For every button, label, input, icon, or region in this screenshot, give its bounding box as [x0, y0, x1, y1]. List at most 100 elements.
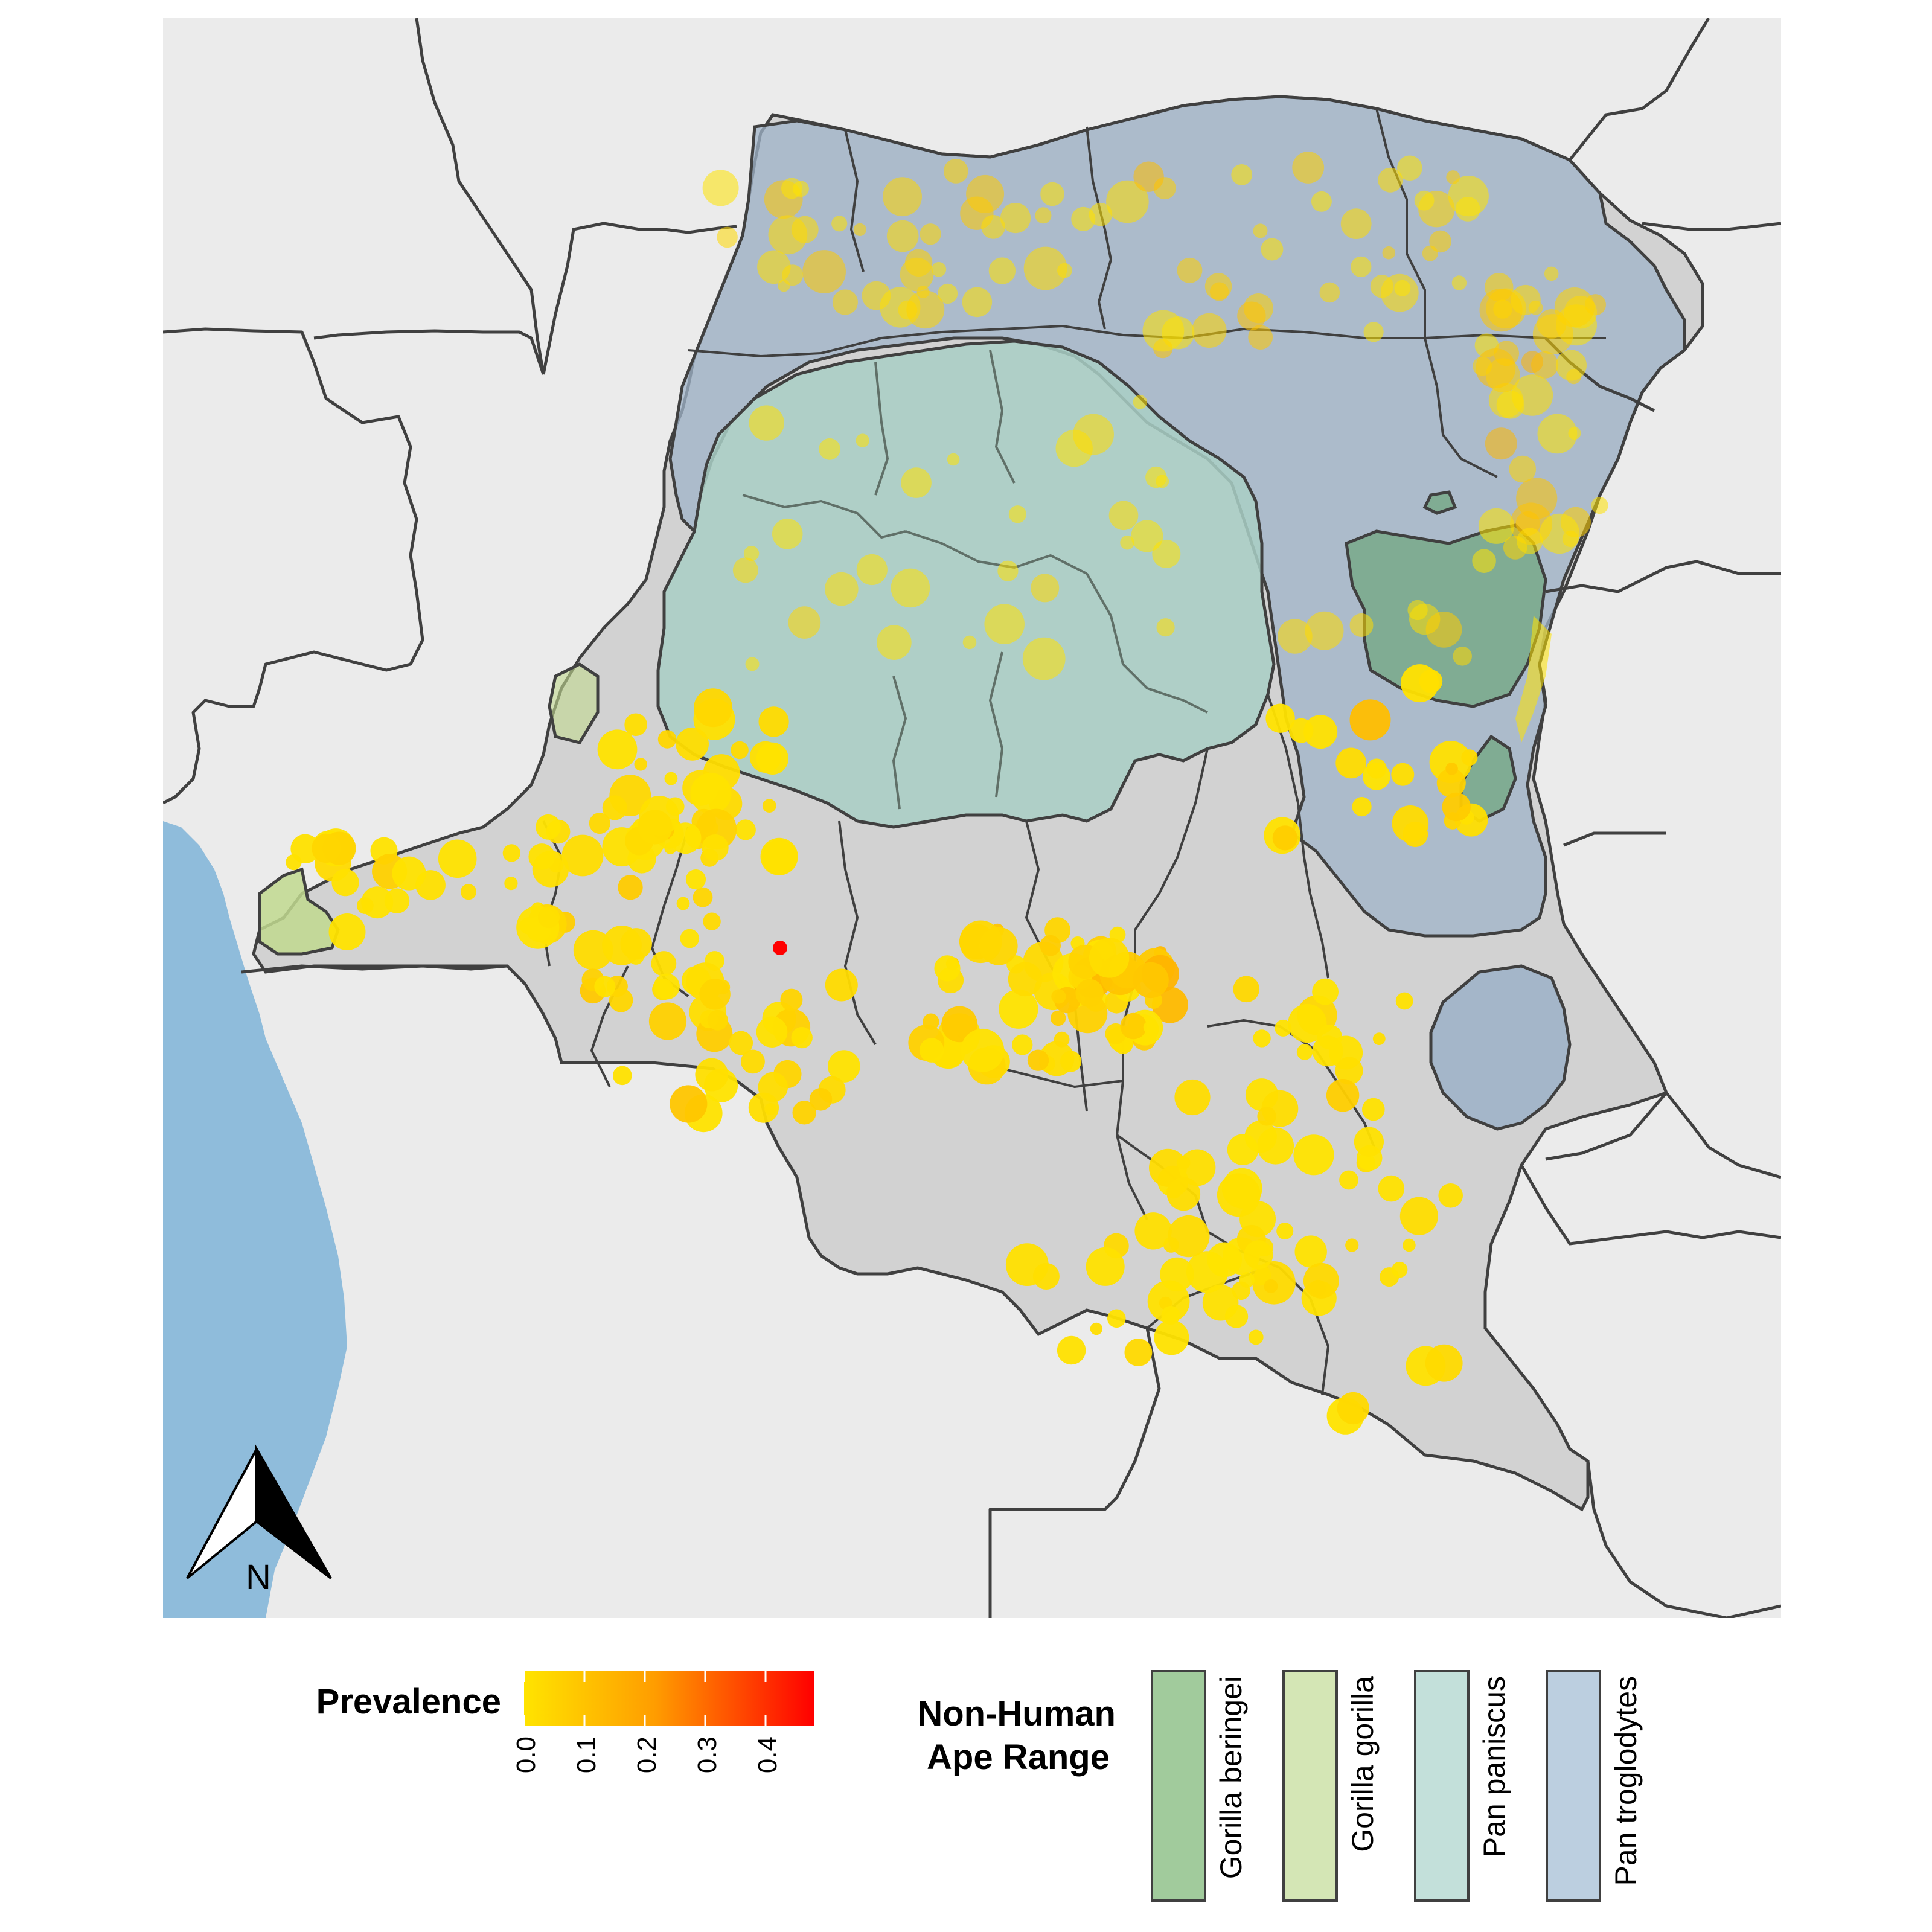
- prevalence-point: [657, 730, 677, 749]
- prevalence-point: [694, 688, 733, 728]
- prevalence-point: [1231, 164, 1253, 185]
- prevalence-point: [1257, 1127, 1294, 1165]
- paniscus-province-borders: [742, 350, 1208, 810]
- prevalence-point: [1276, 1223, 1294, 1240]
- prevalence-point: [1485, 358, 1520, 392]
- prevalence-point: [328, 913, 366, 950]
- ape-legend-swatch: [1546, 1670, 1601, 1902]
- prevalence-point: [1133, 395, 1147, 409]
- prevalence-point: [1352, 797, 1372, 817]
- prevalence-point: [624, 713, 647, 737]
- prevalence-point: [664, 772, 678, 785]
- prevalence-point: [1394, 280, 1411, 296]
- prevalence-point: [901, 467, 932, 498]
- prevalence-point: [756, 1016, 788, 1048]
- prevalence-point: [1012, 1034, 1033, 1055]
- prevalence-point: [1521, 351, 1544, 373]
- prevalence-point: [1399, 1197, 1438, 1235]
- ape-legend-label: Gorilla beringei: [1214, 1676, 1248, 1879]
- prevalence-point: [1032, 1263, 1060, 1290]
- prevalence-point: [613, 1066, 632, 1086]
- prevalence-point: [1312, 978, 1339, 1005]
- prevalence-colorbar: [524, 1671, 814, 1726]
- prevalence-point: [1337, 1392, 1369, 1425]
- prevalence-point: [1227, 1134, 1259, 1165]
- prevalence-point: [1555, 350, 1587, 381]
- prevalence-point: [853, 223, 866, 236]
- prevalence-point: [735, 819, 756, 840]
- prevalence-point: [1378, 1175, 1405, 1202]
- prevalence-point: [906, 290, 945, 329]
- prevalence-point: [1429, 230, 1451, 253]
- range-pan-troglodytes-south: [1429, 964, 1572, 1131]
- ape-legend-title-line2: Ape Range: [927, 1738, 1110, 1777]
- prevalence-point: [1349, 699, 1391, 741]
- prevalence-point: [1438, 1183, 1463, 1208]
- prevalence-point: [1131, 520, 1163, 552]
- ape-legend-title-line1: Non-Human: [917, 1694, 1116, 1733]
- ape-legend-items: Gorilla beringei Gorilla gorilla Pan panis…: [1151, 1670, 1643, 1902]
- prevalence-point: [1039, 1041, 1075, 1076]
- prevalence-point: [981, 215, 1005, 239]
- prevalence-point: [1382, 246, 1396, 260]
- prevalence-point: [941, 1006, 978, 1043]
- prevalence-point: [962, 635, 977, 650]
- prevalence-point: [594, 976, 616, 997]
- prevalence-point: [1257, 1107, 1276, 1126]
- prevalence-point: [1335, 1057, 1363, 1085]
- prevalence-point: [1319, 282, 1340, 303]
- prevalence-point: [1425, 612, 1462, 648]
- prevalence-point: [1591, 497, 1608, 514]
- prevalence-point: [1027, 1049, 1049, 1071]
- prevalence-point: [741, 1049, 765, 1074]
- prevalence-point: [702, 170, 739, 206]
- prevalence-point: [828, 1050, 860, 1083]
- north-arrow: N: [186, 1444, 332, 1597]
- prevalence-point: [1275, 1019, 1292, 1037]
- prevalence-point: [931, 262, 947, 277]
- prevalence-point: [961, 1028, 1005, 1072]
- prevalence-point: [1217, 1173, 1261, 1217]
- prevalence-point: [1509, 455, 1537, 483]
- country-borders: [163, 18, 1781, 1618]
- prevalence-point: [602, 795, 627, 820]
- prevalence-point: [1124, 1339, 1153, 1366]
- prevalence-point: [856, 433, 869, 447]
- prevalence-point: [856, 554, 888, 586]
- prevalence-point: [1391, 763, 1415, 786]
- prevalence-point: [1152, 539, 1181, 568]
- prevalence-point: [1000, 203, 1031, 234]
- prevalence-point: [695, 1058, 729, 1092]
- prevalence-point: [1107, 1309, 1126, 1328]
- prevalence-point: [1166, 1177, 1201, 1211]
- prevalence-point: [1089, 202, 1113, 226]
- prevalence-point: [1453, 647, 1472, 666]
- prevalence-point: [1168, 1215, 1210, 1258]
- prevalence-point: [1253, 223, 1268, 238]
- prevalence-point: [745, 657, 760, 671]
- prevalence-point: [1349, 613, 1374, 637]
- prevalence-point: [1244, 1240, 1273, 1270]
- prevalence-point: [1288, 1003, 1327, 1043]
- prevalence-point: [1073, 414, 1114, 455]
- prevalence-legend: Prevalence 0.0 0.1 0.2 0.3 0.4: [316, 1671, 814, 1773]
- prevalence-point: [1448, 176, 1489, 217]
- prevalence-point: [732, 557, 758, 583]
- prevalence-point: [825, 968, 858, 1002]
- prevalence-point: [1089, 938, 1130, 978]
- prevalence-point: [1253, 1029, 1271, 1048]
- prevalence-point: [792, 1101, 816, 1125]
- prevalence-point: [1414, 190, 1435, 211]
- prevalence-point: [1051, 1010, 1066, 1026]
- prevalence-point: [919, 1038, 944, 1063]
- prevalence-point: [561, 834, 604, 877]
- prevalence-point: [762, 799, 776, 813]
- prevalence-point: [1312, 1035, 1343, 1067]
- prevalence-point: [749, 405, 784, 441]
- prevalence-point: [1161, 1306, 1180, 1325]
- range-gorilla-gorilla-b: [548, 662, 600, 744]
- ape-legend-swatch: [1282, 1670, 1338, 1902]
- prevalence-point: [758, 706, 789, 737]
- north-arrow-right-icon: [255, 1444, 332, 1579]
- prevalence-point: [984, 604, 1025, 644]
